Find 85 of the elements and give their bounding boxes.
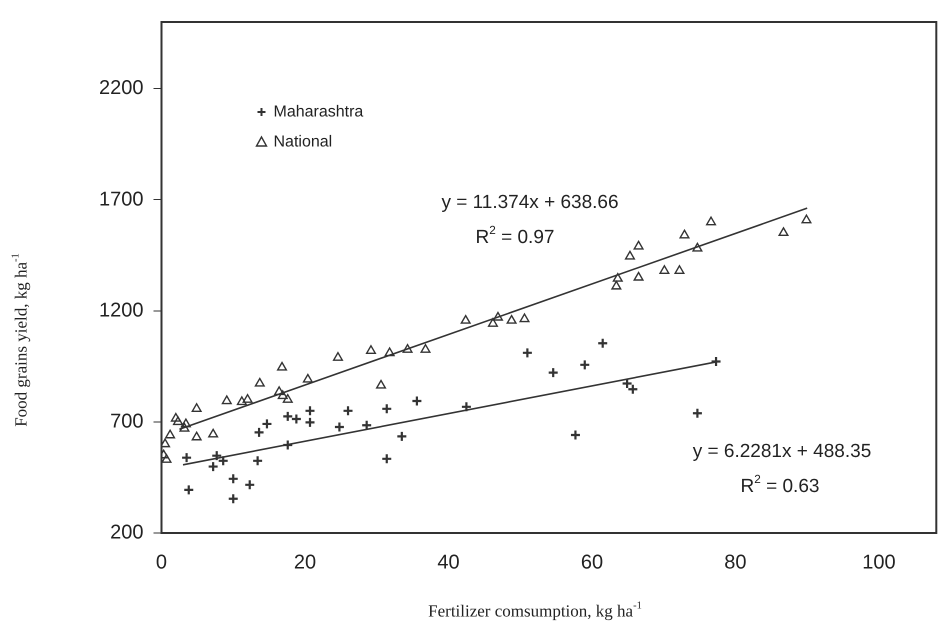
point — [612, 272, 623, 282]
point — [570, 429, 582, 441]
point — [381, 403, 392, 414]
annotation: y = 6.2281x + 488.35 — [692, 441, 872, 462]
point — [411, 395, 422, 407]
point — [579, 359, 590, 370]
point — [282, 439, 294, 451]
y-tick-label: 700 — [110, 410, 144, 432]
point — [659, 265, 670, 274]
point — [290, 413, 302, 425]
point — [180, 418, 191, 428]
point — [208, 460, 219, 472]
point — [278, 390, 288, 400]
point — [228, 493, 239, 504]
point — [236, 396, 247, 406]
x-tick-label: 60 — [580, 552, 604, 574]
x-tick-label: 100 — [862, 552, 896, 574]
point — [778, 227, 789, 236]
point — [381, 453, 392, 464]
point — [597, 338, 608, 349]
point — [179, 422, 190, 432]
point — [548, 366, 559, 378]
point — [192, 432, 202, 440]
point — [165, 430, 176, 438]
point — [420, 344, 431, 353]
point — [611, 280, 622, 290]
point — [522, 347, 533, 358]
point — [710, 356, 722, 368]
point — [183, 484, 194, 496]
legend-label: National — [273, 133, 332, 150]
point — [519, 313, 530, 322]
x-tick-label: 80 — [724, 552, 747, 574]
point — [679, 230, 690, 238]
point — [170, 412, 181, 422]
point — [304, 405, 316, 416]
point — [342, 405, 354, 416]
x-tick-label: 20 — [294, 552, 316, 574]
point — [282, 394, 293, 403]
point — [460, 314, 471, 324]
point — [274, 386, 284, 396]
point — [402, 344, 413, 353]
point — [674, 265, 684, 274]
point — [228, 473, 239, 484]
point — [181, 452, 192, 464]
point — [282, 410, 294, 422]
point — [492, 312, 503, 321]
point — [801, 214, 812, 224]
point — [692, 242, 702, 252]
point — [161, 454, 172, 463]
point — [304, 416, 316, 428]
point — [242, 394, 253, 403]
point — [692, 408, 703, 419]
point — [192, 403, 202, 412]
point — [634, 272, 644, 281]
point — [276, 362, 288, 371]
point — [460, 401, 472, 412]
point — [222, 395, 232, 404]
point — [396, 430, 408, 442]
point — [506, 314, 517, 324]
point — [252, 455, 264, 466]
annotation: y = 11.374x + 638.66 — [441, 192, 619, 214]
x-tick-label: 0 — [156, 552, 168, 574]
point — [253, 426, 265, 438]
point — [634, 240, 644, 250]
y-tick-label: 2200 — [98, 77, 144, 100]
point — [261, 418, 273, 430]
legend-label: Maharashtra — [273, 103, 364, 120]
point — [624, 250, 635, 260]
y-tick-label: 1700 — [98, 188, 144, 210]
point — [488, 318, 498, 327]
y-axis-title: Food grains yield, kg ha-1 — [10, 253, 30, 427]
point — [384, 347, 395, 356]
point — [244, 479, 256, 490]
y-tick-label: 200 — [110, 522, 144, 544]
point — [332, 352, 344, 361]
point — [172, 416, 184, 426]
point — [366, 345, 376, 354]
y-tick-label: 1200 — [98, 299, 144, 322]
point — [254, 378, 265, 387]
point — [376, 380, 386, 389]
point — [302, 374, 313, 383]
point — [706, 216, 716, 226]
point — [334, 421, 346, 433]
point — [208, 428, 218, 438]
x-tick-label: 40 — [437, 552, 460, 574]
